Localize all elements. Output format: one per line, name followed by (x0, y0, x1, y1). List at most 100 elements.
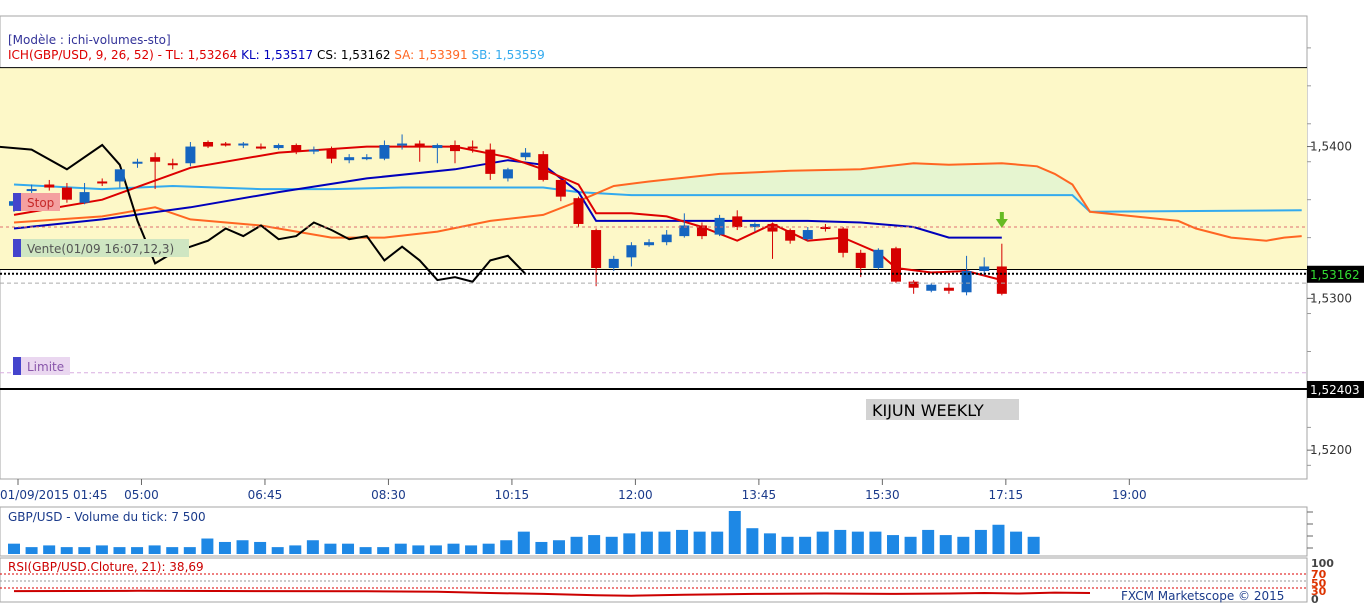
candle-body (273, 145, 284, 149)
candle (926, 283, 937, 293)
rsi-polyline (13, 589, 1091, 597)
volume-panel-frame (0, 506, 1308, 557)
volume-bar (113, 547, 126, 554)
volume-bar (781, 536, 794, 554)
volume-title: GBP/USD - Volume du tick: 7 500 (8, 510, 206, 524)
candle-body (802, 230, 813, 240)
candle-body (61, 187, 72, 200)
rsi-level-30: 30 (1311, 585, 1327, 598)
price-band-fill (0, 67, 1307, 270)
volume-bar (78, 547, 91, 554)
candle-body (203, 141, 214, 147)
rsi-level-0: 0 (1311, 593, 1319, 604)
candle-body (26, 189, 37, 192)
candle-body (255, 146, 266, 149)
volume-bar (957, 536, 970, 554)
volume-bar (60, 547, 73, 554)
volume-bar (95, 545, 108, 554)
time-tick-label: 17:15 (989, 488, 1024, 502)
signal-arrow-icon (995, 219, 1008, 228)
candle-body (79, 192, 90, 203)
kijun-weekly-tag: KIJUN WEEKLY (866, 399, 1019, 420)
candle-body (873, 249, 884, 268)
candle-body (785, 230, 796, 241)
rsi-level-70: 70 (1311, 568, 1327, 581)
candle-body (626, 245, 637, 258)
kijun-legend: KL: 1,53517 (241, 48, 313, 62)
candle (591, 228, 602, 287)
volume-bar (570, 536, 583, 554)
candle-body (114, 169, 125, 182)
volume-bar (887, 535, 899, 554)
candle-body (414, 143, 425, 147)
volume-bar (289, 545, 302, 554)
candle-body (344, 157, 355, 161)
kumo-cloud (613, 163, 1090, 212)
volume-bar (412, 545, 425, 554)
volume-bar (254, 541, 267, 554)
candle (432, 143, 443, 164)
volume-bar (218, 541, 231, 554)
price-axis[interactable]: 1,5400 1,5300 1,5200 (1307, 47, 1352, 466)
ichimoku-legend-prefix: ICH(GBP/USD, 9, 26, 52) - (8, 48, 166, 62)
sell-order-tag[interactable]: Vente(01/09 16:07,12,3) (13, 239, 189, 257)
candle (220, 141, 231, 147)
volume-bar (904, 536, 917, 554)
candle-body (397, 143, 408, 146)
candle (79, 182, 90, 205)
time-tick-label: 12:00 (618, 488, 653, 502)
candle-body (943, 287, 954, 291)
candle (414, 140, 425, 162)
volume-bar (693, 531, 706, 554)
candle-body (185, 146, 196, 164)
stop-label: Stop (27, 196, 54, 210)
volume-bar (605, 536, 618, 554)
candle-body (150, 157, 161, 162)
candle (732, 210, 743, 231)
candle-body (238, 143, 249, 146)
candle-body (450, 145, 460, 152)
rsi-axis-labels: 100 70 50 30 0 (1311, 557, 1334, 606)
volume-bar (851, 531, 864, 554)
candle (273, 143, 284, 150)
volume-bar (131, 547, 144, 554)
candle-body (467, 146, 478, 149)
candle-body (838, 228, 849, 253)
candle-body (97, 181, 108, 184)
kumo-fill (613, 163, 1090, 212)
candle (873, 248, 884, 270)
volume-bar (588, 535, 601, 554)
candle-body (167, 163, 178, 166)
volume-bar (834, 529, 847, 554)
candle (908, 280, 919, 294)
volume-bar (728, 511, 741, 554)
model-label: [Modèle : ichi-volumes-sto] (8, 33, 171, 47)
candle-body (538, 154, 549, 180)
volume-bar (342, 543, 355, 554)
candle-body (908, 281, 919, 288)
candle-body (926, 284, 937, 291)
candle (203, 140, 214, 149)
candle (555, 178, 566, 202)
volume-bars (8, 511, 1040, 554)
senkou-b-legend: SB: 1,53559 (471, 48, 544, 62)
candle (802, 227, 813, 241)
stop-order-tag[interactable]: Stop (13, 193, 60, 211)
volume-bar (535, 541, 548, 554)
rsi-level-50: 50 (1311, 577, 1327, 590)
limit-label: Limite (27, 360, 64, 374)
volume-bar (183, 547, 196, 554)
candle-body (379, 145, 390, 159)
candle (379, 140, 390, 161)
candle-body (820, 227, 831, 230)
candle-body (696, 225, 707, 237)
candle (467, 140, 478, 153)
volume-bar (25, 547, 38, 554)
candle (661, 230, 672, 246)
limit-order-tag[interactable]: Limite (13, 357, 70, 375)
candle (626, 242, 637, 267)
rsi-title: RSI(GBP/USD.Cloture, 21): 38,69 (8, 560, 204, 574)
time-axis[interactable]: 01/09/2015 01:45 05:00 06:45 08:30 10:15 12:0… (0, 479, 1147, 502)
rsi-line (13, 589, 1091, 597)
